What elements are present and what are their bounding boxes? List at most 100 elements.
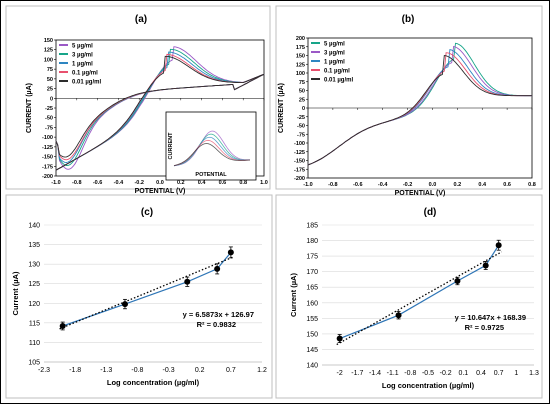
inset-curve (173, 133, 251, 167)
legend-label: 0.01 µg/ml (324, 78, 353, 84)
legend-label: 1 µg/ml (72, 62, 93, 68)
data-point (495, 242, 502, 249)
y-tick-label: 25 (299, 97, 305, 103)
x-tick-label: 0.6 (219, 180, 227, 186)
x-tick-label: -2.3 (38, 367, 50, 374)
trend-equation: y = 6.5873x + 126.97 (183, 310, 254, 319)
series-line-reverse (55, 73, 265, 158)
legend-label: 1 µg/ml (324, 60, 345, 66)
series-line (307, 49, 532, 166)
x-tick-label: -1.4 (369, 370, 381, 377)
y-tick-label: 140 (306, 363, 318, 370)
y-tick-label: -100 (42, 135, 53, 141)
x-tick-label: 0.4 (198, 180, 207, 186)
y-axis-label: Current (µA) (289, 273, 298, 317)
x-tick-label: -2 (337, 370, 343, 377)
x-tick-label: -1.7 (351, 370, 363, 377)
y-tick-label: -100 (294, 141, 305, 147)
series-line (55, 55, 265, 171)
y-tick-label: -25 (45, 106, 53, 112)
x-tick-label: 0.1 (458, 370, 468, 377)
y-tick-label: 25 (47, 87, 53, 93)
x-axis-label: Log concentration (µg/ml) (382, 381, 475, 390)
series-line (307, 54, 532, 166)
x-tick-label: 0.7 (226, 367, 236, 374)
y-axis-label: CURRENT (µA) (278, 83, 285, 133)
r-squared: R² = 0.9832 (197, 320, 236, 329)
y-tick-label: 125 (44, 48, 53, 54)
y-axis-label: CURRENT (µA) (26, 83, 33, 133)
x-tick-label: -0.6 (93, 180, 102, 186)
legend-label: 0.1 µg/ml (72, 71, 98, 77)
data-point (121, 301, 128, 308)
x-tick-label: 0.7 (494, 370, 504, 377)
y-tick-label: 50 (299, 89, 305, 95)
x-tick-label: 1.0 (260, 180, 268, 186)
y-tick-label: -50 (297, 124, 305, 130)
data-point (184, 278, 191, 285)
data-point (336, 335, 343, 342)
panel-border-a (5, 5, 271, 190)
x-tick-label: 0.0 (429, 182, 437, 188)
y-tick-label: 150 (44, 38, 53, 44)
y-tick-label: -200 (294, 176, 305, 182)
data-point (482, 262, 489, 269)
panel-border-b (275, 5, 543, 190)
y-tick-label: 175 (296, 45, 305, 51)
x-tick-label: -0.8 (328, 182, 337, 188)
inset-box (165, 111, 257, 181)
panel-border-c (5, 194, 273, 399)
x-tick-label: -0.5 (422, 370, 434, 377)
x-tick-label: 0.6 (503, 182, 511, 188)
x-tick-label: 0.4 (476, 370, 486, 377)
trend-equation: y = 10.647x + 168.39 (455, 313, 526, 322)
y-tick-label: 75 (47, 67, 53, 73)
y-tick-label: 50 (47, 77, 53, 83)
inset-y-label: CURRENT (168, 132, 174, 160)
inset-curve (173, 143, 251, 166)
data-point (454, 278, 461, 284)
y-tick-label: 185 (306, 223, 318, 230)
y-tick-label: -150 (42, 155, 53, 161)
legend-label: 0.01 µg/ml (72, 80, 101, 86)
legend-label: 3 µg/ml (324, 51, 345, 57)
x-tick-label: -0.4 (378, 182, 388, 188)
r-squared: R² = 0.9725 (465, 323, 504, 332)
y-tick-label: 155 (306, 316, 318, 323)
y-tick-label: -75 (297, 132, 305, 138)
y-tick-label: 100 (296, 71, 305, 77)
y-tick-label: -50 (45, 116, 53, 122)
y-tick-label: -175 (42, 164, 53, 170)
y-tick-label: 0 (50, 96, 53, 102)
x-tick-label: -1.0 (303, 182, 312, 188)
legend-label: 3 µg/ml (72, 53, 93, 59)
y-tick-label: 75 (299, 80, 305, 86)
data-point (227, 249, 234, 256)
y-tick-label: 160 (306, 300, 318, 307)
x-tick-label: 1 (514, 370, 518, 377)
x-tick-label: 0.8 (239, 180, 247, 186)
panel-label: (a) (135, 14, 147, 25)
x-tick-label: 0.8 (528, 182, 536, 188)
y-tick-label: -150 (294, 159, 305, 165)
x-tick-label: -1.0 (51, 180, 60, 186)
panel-label: (c) (141, 207, 153, 218)
x-tick-label: -0.8 (72, 180, 81, 186)
x-tick-label: -1.3 (100, 367, 112, 374)
y-tick-label: -125 (42, 145, 53, 151)
y-tick-label: 145 (306, 347, 318, 354)
data-point (214, 265, 221, 272)
y-tick-label: -175 (294, 167, 305, 173)
x-tick-label: -0.8 (404, 370, 416, 377)
x-tick-label: 0.2 (195, 367, 205, 374)
x-tick-label: 1.2 (257, 367, 267, 374)
inset-x-label: POTENTIAL (195, 172, 227, 178)
y-tick-label: 175 (306, 254, 318, 261)
y-tick-label: 105 (28, 360, 40, 367)
legend-label: 0.1 µg/ml (324, 69, 350, 75)
y-tick-label: 125 (28, 281, 40, 288)
legend-label: 5 µg/ml (72, 44, 93, 50)
y-tick-label: 115 (29, 320, 40, 327)
y-tick-label: 200 (296, 36, 305, 42)
